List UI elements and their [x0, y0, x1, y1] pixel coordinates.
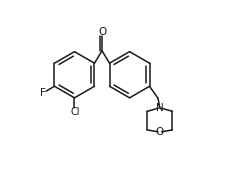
Text: O: O: [156, 127, 164, 137]
Text: Cl: Cl: [71, 107, 80, 117]
Text: O: O: [98, 27, 106, 37]
Text: F: F: [40, 88, 46, 98]
Text: N: N: [156, 103, 164, 113]
